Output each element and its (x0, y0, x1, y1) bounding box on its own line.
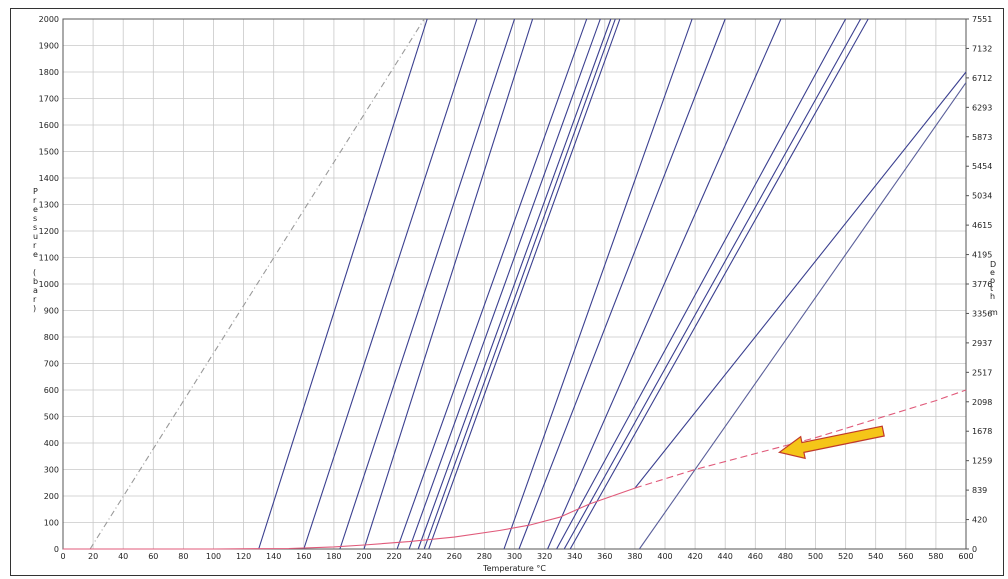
y-tick-label: 400 (44, 439, 59, 448)
y-tick-label: 100 (44, 519, 59, 528)
y2-tick-label: 3356 (972, 309, 992, 318)
x-tick-label: 100 (206, 552, 221, 561)
x-tick-label: 120 (236, 552, 251, 561)
x-tick-label: 300 (507, 552, 522, 561)
y2-tick-label: 3776 (972, 280, 992, 289)
x-tick-label: 480 (778, 552, 793, 561)
series-line-7 (408, 18, 601, 550)
y-tick-label: 1700 (39, 95, 59, 104)
x-tick-label: 400 (657, 552, 672, 561)
y-tick-label: 1800 (39, 68, 59, 77)
y-tick-label: 0 (54, 545, 59, 554)
x-axis-label: Temperature °C (482, 564, 546, 573)
y-tick-label: 300 (44, 466, 59, 475)
y2-tick-label: 2517 (972, 368, 992, 377)
y-tick-label: 500 (44, 413, 59, 422)
x-tick-label: 460 (748, 552, 763, 561)
x-tick-label: 80 (178, 552, 188, 561)
series-line-14 (556, 18, 847, 550)
y-tick-label: 2000 (39, 15, 59, 24)
x-tick-label: 560 (898, 552, 913, 561)
x-tick-label: 260 (447, 552, 462, 561)
x-tick-label: 220 (386, 552, 401, 561)
y2-tick-label: 5873 (972, 133, 992, 142)
x-tick-label: 240 (417, 552, 432, 561)
series-line-1 (89, 18, 425, 550)
series-line-19 (63, 487, 636, 550)
series-line-17 (638, 82, 967, 550)
y-tick-label: 800 (44, 333, 59, 342)
y-tick-label: 1900 (39, 42, 59, 51)
x-tick-label: 580 (928, 552, 943, 561)
x-tick-label: 360 (597, 552, 612, 561)
y2-tick-label: 6712 (972, 74, 992, 83)
series-line-11 (503, 18, 693, 550)
y-tick-label: 1300 (39, 201, 59, 210)
series-line-15 (563, 18, 862, 550)
y-tick-label: 1600 (39, 121, 59, 130)
y-tick-label: 700 (44, 360, 59, 369)
series-line-20 (634, 389, 967, 489)
y2-tick-label: 4195 (972, 251, 992, 260)
y2-tick-label: 2098 (972, 398, 992, 407)
x-tick-label: 140 (266, 552, 281, 561)
y2-tick-label: 839 (972, 486, 987, 495)
y2-tick-label: 7132 (972, 44, 992, 53)
y2-tick-label: 5034 (972, 192, 992, 201)
pressure-temperature-chart: 0 20 40 60 80 100 120 140 160 180 200 220 240 260 280 3… (33, 15, 998, 573)
y2-tick-label: 1259 (972, 457, 992, 466)
series-line-18 (634, 71, 967, 489)
series-line-6 (396, 18, 588, 550)
arrow-annotation (777, 425, 885, 460)
x-tick-label: 40 (118, 552, 128, 561)
y-tick-label: 1000 (39, 280, 59, 289)
x-tick-label: 540 (868, 552, 883, 561)
y-tick-label: 1500 (39, 148, 59, 157)
x-tick-label: 420 (687, 552, 702, 561)
x-tick-label: 180 (326, 552, 341, 561)
y-tick-label: 1200 (39, 227, 59, 236)
y2-tick-label: 420 (972, 516, 987, 525)
x-tick-label: 600 (958, 552, 973, 561)
series-line-3 (303, 18, 478, 550)
series-line-10 (428, 18, 621, 550)
y2-tick-label: 0 (972, 545, 977, 554)
y2-tick-label: 6293 (972, 103, 992, 112)
x-tick-label: 380 (627, 552, 642, 561)
y-tick-label: 900 (44, 307, 59, 316)
x-tick-label: 500 (808, 552, 823, 561)
x-tick-label: 320 (537, 552, 552, 561)
x-tick-label: 60 (148, 552, 158, 561)
y2-tick-label: 4615 (972, 221, 992, 230)
series-line-4 (339, 18, 516, 550)
series-line-8 (417, 18, 612, 550)
series-line-13 (547, 18, 782, 550)
x-tick-label: 280 (477, 552, 492, 561)
series-line-16 (569, 18, 869, 550)
y-tick-label: 1400 (39, 174, 59, 183)
y-tick-label: 200 (44, 492, 59, 501)
y2-tick-label: 5454 (972, 162, 992, 171)
y2-tick-label: 7551 (972, 15, 992, 24)
series-line-5 (363, 18, 534, 550)
y-tick-label: 1100 (39, 254, 59, 263)
x-tick-label: 0 (60, 552, 65, 561)
x-tick-label: 440 (718, 552, 733, 561)
chart-frame: 0 20 40 60 80 100 120 140 160 180 200 220 240 260 280 3… (10, 8, 1004, 576)
x-tick-label: 520 (838, 552, 853, 561)
series-line-9 (423, 18, 616, 550)
x-tick-label: 340 (567, 552, 582, 561)
x-tick-label: 20 (88, 552, 98, 561)
y2-tick-label: 2937 (972, 339, 992, 348)
series-line-2 (258, 18, 428, 550)
x-tick-label: 200 (356, 552, 371, 561)
x-tick-label: 160 (296, 552, 311, 561)
y2-tick-label: 1678 (972, 427, 992, 436)
series-line-12 (518, 18, 726, 550)
y-tick-label: 600 (44, 386, 59, 395)
